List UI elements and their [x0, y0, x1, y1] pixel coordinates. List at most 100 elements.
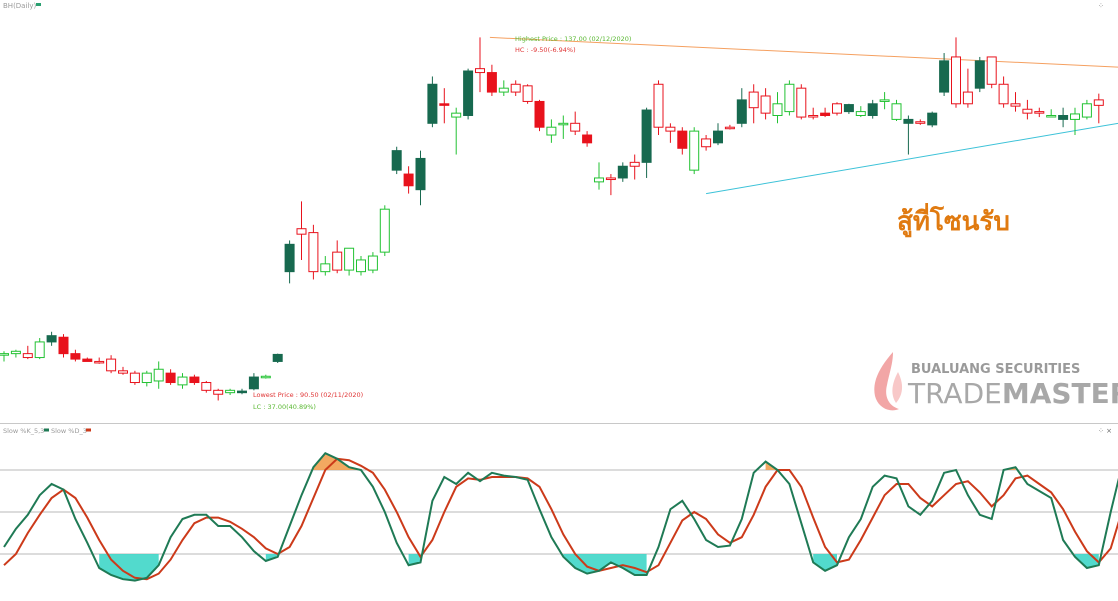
candle-body [129, 372, 140, 384]
panel-resize-icon[interactable]: ⁘ [1098, 2, 1104, 10]
candle [272, 353, 283, 364]
candle-body [10, 350, 21, 355]
candle [237, 388, 247, 395]
candle [498, 80, 509, 96]
brand-name: TRADEMASTER [907, 377, 1118, 410]
stoch-panel-controls[interactable]: ⁘ × [1098, 427, 1112, 435]
candle [879, 92, 890, 110]
candle [558, 115, 569, 139]
candle-body [498, 87, 509, 93]
candle-body [772, 103, 783, 116]
overbought-area [313, 453, 361, 470]
candle-body [724, 126, 735, 130]
candle-body [617, 165, 628, 179]
candle [379, 205, 390, 257]
candle [534, 99, 545, 132]
resistance-trendline [489, 36, 1118, 68]
candle [843, 103, 854, 114]
support-zone-annotation: สู้ที่โซนรับ [897, 202, 1010, 238]
candle-body [1058, 115, 1069, 120]
candle-body [974, 60, 985, 89]
candle-body [713, 130, 723, 144]
candle [915, 119, 926, 125]
candle-body [927, 112, 938, 126]
candle [629, 154, 640, 180]
candle-body [451, 112, 462, 118]
candle [58, 334, 69, 358]
lowest-price-label: Lowest Price : 90.50 (02/11/2020) [253, 391, 363, 399]
candle-body [272, 353, 283, 362]
candle [308, 224, 319, 280]
candle-body [986, 56, 997, 85]
candle-body [832, 103, 842, 114]
candle-body [213, 389, 224, 395]
candle-body [344, 247, 355, 271]
candle-body [558, 122, 569, 126]
candle [546, 119, 557, 143]
candle [118, 366, 128, 375]
candle-body [605, 177, 616, 181]
stoch-lines [3, 451, 1118, 582]
candle-body [22, 353, 33, 359]
candle [510, 80, 521, 96]
brand-tagline: BUALUANG SECURITIES [911, 362, 1080, 377]
candle [451, 107, 462, 155]
candle [677, 127, 688, 155]
candle [653, 80, 664, 136]
candle [284, 240, 295, 284]
candle [832, 102, 842, 116]
candle [962, 68, 973, 108]
candle-body [284, 243, 295, 273]
candle-body [94, 360, 105, 364]
candle-body [486, 72, 497, 93]
brand-name-master: MASTER [1002, 377, 1118, 410]
candle [1058, 107, 1069, 128]
candle [713, 123, 723, 146]
candle-body [1034, 111, 1045, 114]
candle [94, 357, 105, 364]
candle [201, 380, 212, 393]
candle [344, 247, 355, 276]
candle [582, 131, 593, 147]
candle-body [260, 375, 271, 379]
candle-body [1010, 103, 1021, 107]
candle [106, 355, 117, 374]
candle-body [201, 382, 212, 391]
candle-body [962, 91, 973, 105]
brand-name-trade: TRADE [907, 377, 1002, 410]
candle-body [808, 115, 819, 118]
candle [248, 373, 259, 391]
candle [427, 76, 438, 128]
candle [594, 162, 604, 190]
candle [570, 111, 581, 136]
candle-body [998, 83, 1009, 105]
stoch-legend-k-swatch [44, 428, 49, 432]
candle-body [570, 122, 581, 132]
stoch-level-lines [0, 469, 1118, 555]
candle-body [1022, 108, 1033, 114]
oversold-area [99, 554, 159, 581]
candle [165, 369, 176, 385]
candle [367, 252, 378, 274]
candle [46, 331, 57, 346]
candle-body [665, 126, 676, 132]
candle-body [475, 68, 485, 74]
candle-body [1046, 115, 1057, 118]
candle-body [141, 372, 152, 384]
candle-body [34, 341, 45, 359]
panel-title: BH(Daily) [3, 2, 37, 10]
candle [463, 68, 474, 120]
candle-body [784, 83, 795, 113]
lowest-change-label: LC : 37.00(40.89%) [253, 403, 316, 411]
candle-body [891, 103, 902, 120]
candle [1046, 109, 1057, 118]
candle [82, 357, 93, 362]
candle [415, 150, 426, 206]
candle [701, 135, 712, 151]
candle [855, 106, 866, 118]
candle-body [879, 99, 890, 102]
candle-body [522, 85, 533, 102]
candle-body [1070, 113, 1080, 120]
candle-body [165, 372, 176, 384]
